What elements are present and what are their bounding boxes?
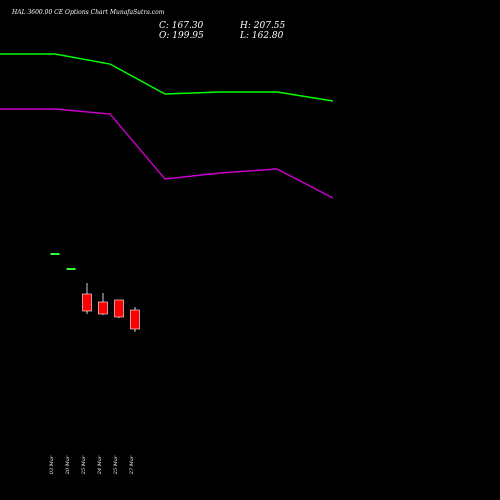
chart-title: HAL 3600.00 CE Options Chart MunafaSutra… (12, 9, 165, 16)
candle-body (114, 299, 124, 318)
candle-body (98, 301, 108, 315)
candle-3 (82, 283, 92, 314)
x-tick-label: 27 Mar (129, 455, 135, 475)
close-value: C: 167.30 (159, 21, 204, 31)
x-tick-label: 20 Mar (65, 455, 71, 475)
series-line-2 (0, 108, 334, 199)
candle-4 (98, 293, 108, 315)
x-tick-label: 03 Mar (49, 455, 55, 474)
low-value: L: 162.80 (240, 31, 284, 41)
x-tick-label: 24 Mar (97, 455, 103, 475)
x-tick-label: 25 Mar (113, 455, 119, 475)
candle-1 (50, 253, 60, 255)
candle-6 (130, 307, 140, 332)
series-line-1 (0, 53, 334, 102)
candle-body (82, 293, 92, 312)
candle-5 (114, 299, 124, 318)
x-tick-label: 25 Mar (81, 455, 87, 475)
candle-body (130, 309, 140, 330)
candle-body (50, 253, 60, 255)
open-value: O: 199.95 (159, 31, 204, 41)
high-value: H: 207.55 (240, 21, 286, 31)
candle-2 (66, 268, 76, 270)
candle-body (66, 268, 76, 270)
